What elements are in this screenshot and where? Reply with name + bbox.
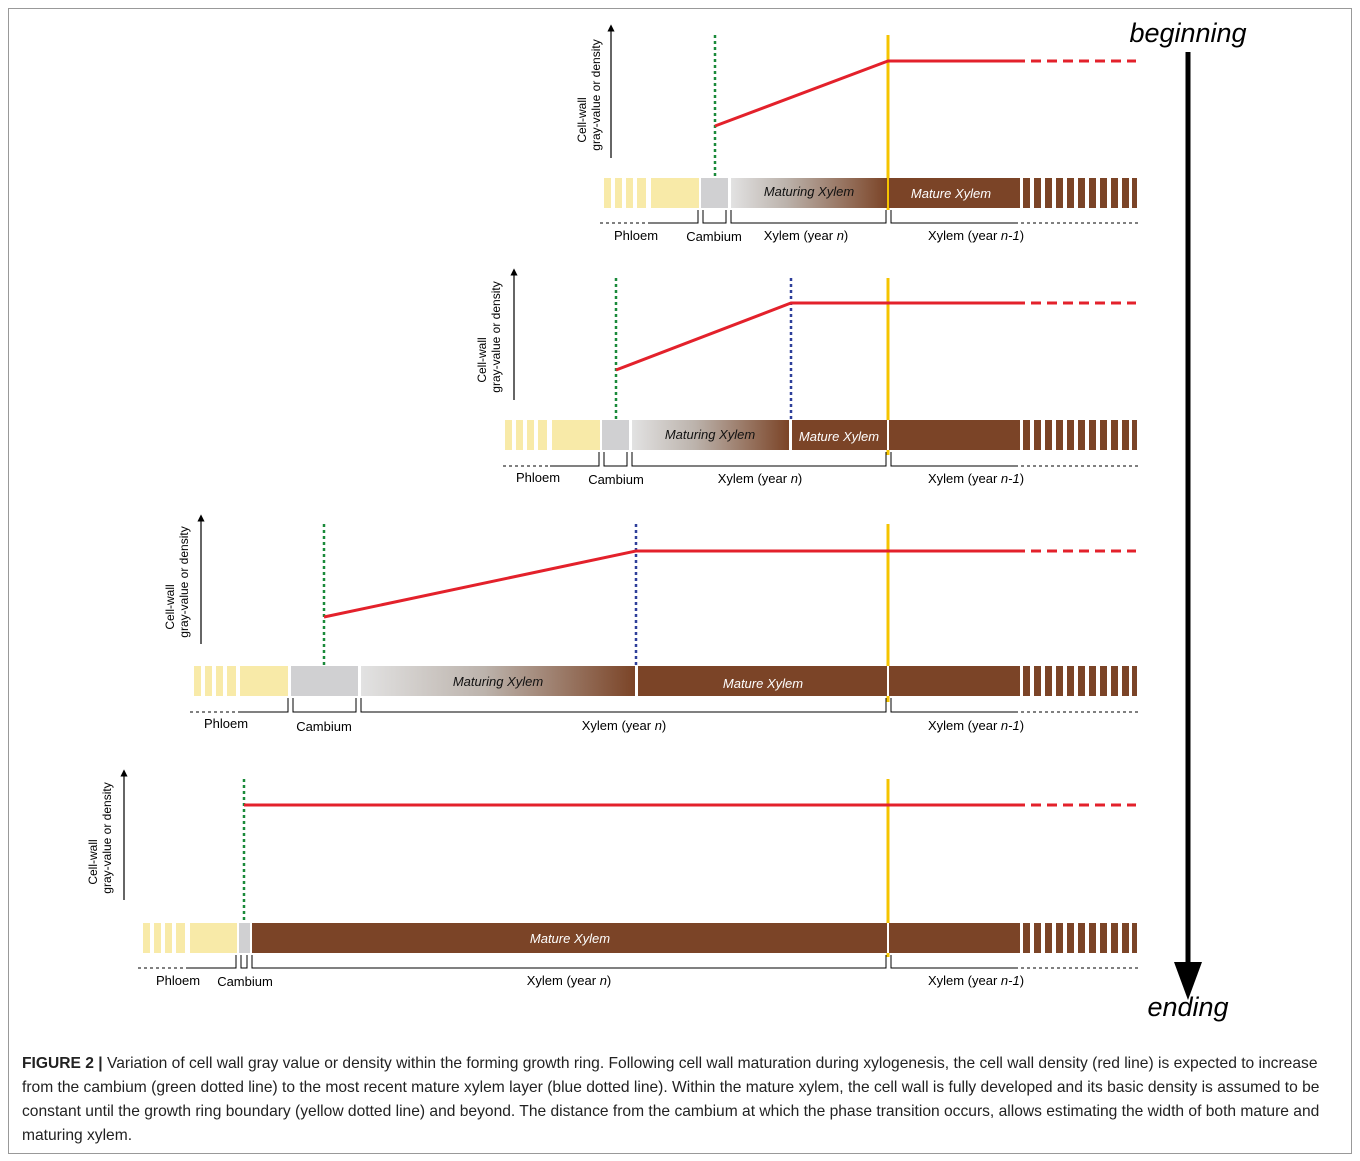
y-axis-label-line1: Cell-wall bbox=[475, 337, 489, 382]
stage-4: Cell-wall gray-value or density Mature X… bbox=[86, 769, 1140, 989]
y-axis-label: Cell-wall gray-value or density bbox=[86, 782, 114, 893]
zone-brackets bbox=[600, 210, 1140, 224]
xylem-year-n1-label: Xylem (year n-1) bbox=[928, 228, 1024, 243]
density-line bbox=[615, 301, 1015, 372]
phloem-zone bbox=[604, 178, 699, 208]
previous-ring-stripes bbox=[1023, 923, 1137, 953]
xylem-year-n-label: Xylem (year n) bbox=[764, 228, 849, 243]
figure-frame bbox=[8, 8, 1352, 1154]
cambium-label: Cambium bbox=[296, 719, 352, 734]
y-axis-label: Cell-wall gray-value or density bbox=[575, 39, 603, 150]
beginning-label: beginning bbox=[1129, 18, 1246, 48]
maturing-xylem-label: Maturing Xylem bbox=[453, 674, 543, 689]
zone-brackets bbox=[503, 452, 1140, 467]
y-axis-label-line1: Cell-wall bbox=[86, 839, 100, 884]
zone-brackets bbox=[190, 698, 1140, 713]
cambium-label: Cambium bbox=[686, 229, 742, 244]
stage-2: Cell-wall gray-value or density Maturing… bbox=[475, 268, 1140, 487]
cambium-zone bbox=[602, 420, 629, 450]
y-axis-label-line1: Cell-wall bbox=[163, 584, 177, 629]
cambium-label: Cambium bbox=[588, 472, 644, 487]
ending-label: ending bbox=[1147, 992, 1228, 1022]
xylem-year-n1-label: Xylem (year n-1) bbox=[928, 471, 1024, 486]
density-line bbox=[323, 549, 1015, 619]
phloem-zone bbox=[194, 666, 288, 696]
mature-xylem-label: Mature Xylem bbox=[723, 676, 803, 691]
phloem-zone bbox=[143, 923, 237, 953]
cambium-zone bbox=[291, 666, 358, 696]
mature-xylem-zone bbox=[638, 666, 1020, 696]
previous-ring-stripes bbox=[1023, 178, 1137, 208]
y-axis-label: Cell-wall gray-value or density bbox=[163, 526, 191, 637]
maturing-xylem-zone bbox=[361, 666, 635, 696]
xylem-year-n-label: Xylem (year n) bbox=[527, 973, 612, 988]
caption-text: Variation of cell wall gray value or den… bbox=[22, 1055, 1320, 1144]
maturing-xylem-zone bbox=[632, 420, 789, 450]
y-axis-label-line2: gray-value or density bbox=[589, 39, 603, 150]
y-axis-label-line2: gray-value or density bbox=[489, 281, 503, 392]
phloem-label: Phloem bbox=[614, 228, 658, 243]
caption-label: FIGURE 2 | bbox=[22, 1055, 103, 1072]
maturing-xylem-label: Maturing Xylem bbox=[665, 427, 755, 442]
phloem-zone bbox=[505, 420, 600, 450]
maturing-xylem-zone bbox=[731, 178, 887, 208]
mature-xylem-zone bbox=[252, 923, 1020, 953]
phloem-label: Phloem bbox=[204, 716, 248, 731]
y-axis-label-line2: gray-value or density bbox=[100, 782, 114, 893]
zone-brackets bbox=[138, 955, 1140, 969]
figure-caption: FIGURE 2 | Variation of cell wall gray v… bbox=[22, 1052, 1338, 1148]
time-direction-arrowhead bbox=[1174, 962, 1202, 1000]
cambium-zone bbox=[701, 178, 728, 208]
previous-ring-stripes bbox=[1023, 420, 1137, 450]
y-axis-label-line1: Cell-wall bbox=[575, 97, 589, 142]
diagram: beginning ending Cell-wall gray-value or… bbox=[86, 18, 1247, 1022]
maturing-xylem-label: Maturing Xylem bbox=[764, 184, 854, 199]
y-axis-label: Cell-wall gray-value or density bbox=[475, 281, 503, 392]
mature-xylem-label: Mature Xylem bbox=[911, 186, 991, 201]
mature-xylem-label: Mature Xylem bbox=[799, 429, 879, 444]
stage-3: Cell-wall gray-value or density Maturing… bbox=[163, 514, 1140, 734]
density-line bbox=[714, 59, 1015, 128]
phloem-label: Phloem bbox=[516, 470, 560, 485]
xylem-year-n-label: Xylem (year n) bbox=[718, 471, 803, 486]
cambium-zone bbox=[239, 923, 250, 953]
xylem-year-n1-label: Xylem (year n-1) bbox=[928, 718, 1024, 733]
previous-ring-stripes bbox=[1023, 666, 1137, 696]
mature-xylem-label: Mature Xylem bbox=[530, 931, 610, 946]
mature-xylem-zone bbox=[792, 420, 1020, 450]
phloem-label: Phloem bbox=[156, 973, 200, 988]
cambium-label: Cambium bbox=[217, 974, 273, 989]
y-axis-label-line2: gray-value or density bbox=[177, 526, 191, 637]
xylem-year-n-label: Xylem (year n) bbox=[582, 718, 667, 733]
mature-xylem-zone bbox=[889, 178, 1020, 208]
xylem-year-n1-label: Xylem (year n-1) bbox=[928, 973, 1024, 988]
stage-1: Cell-wall gray-value or density Maturing… bbox=[575, 24, 1140, 244]
